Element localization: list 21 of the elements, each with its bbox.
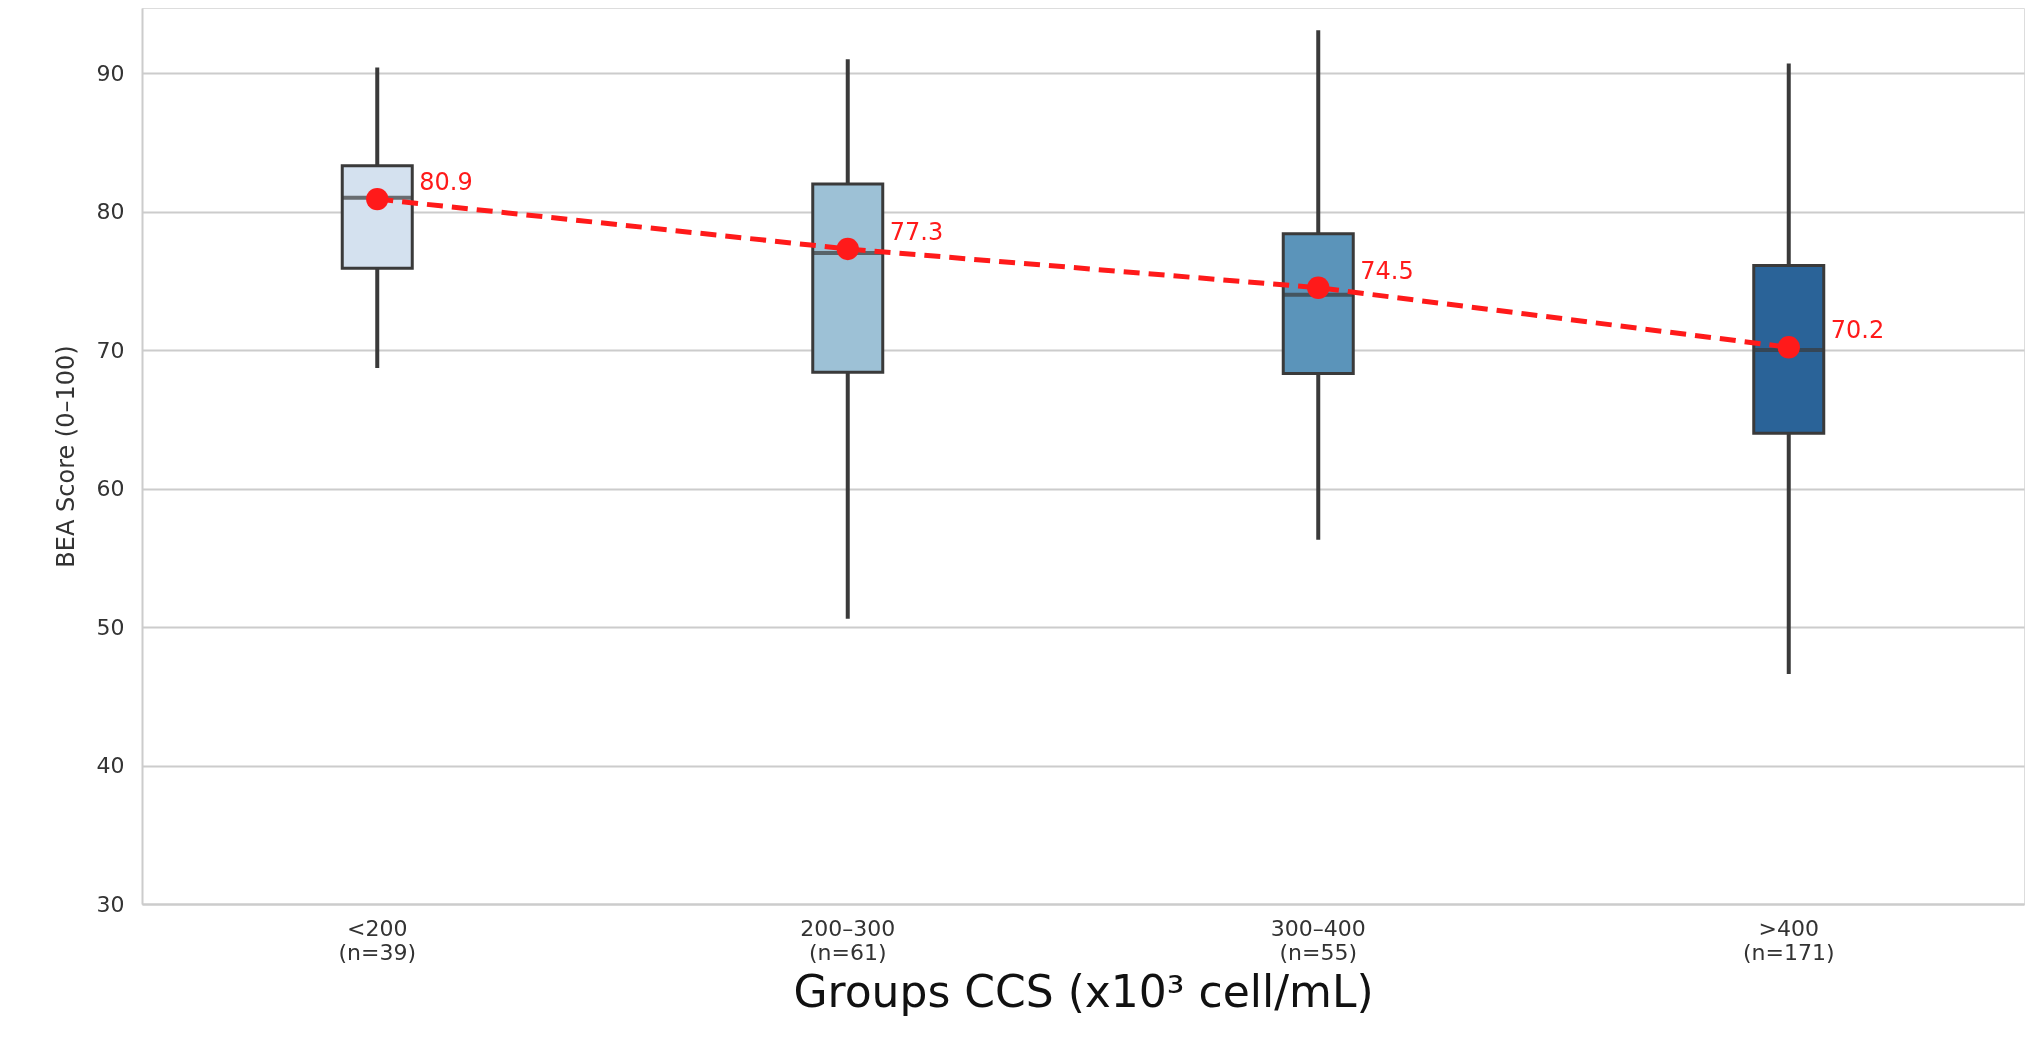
y-tick-label: 80 [96,199,125,225]
y-tick-label: 30 [96,891,125,917]
x-axis-title: Groups CCS (x10³ cell/mL) [793,965,1374,1017]
y-tick-label: 60 [96,476,125,502]
data-label: 80.9 [419,168,473,197]
y-tick-label: 90 [96,60,125,86]
data-label: 74.5 [1360,256,1414,285]
x-tick-label: <200 (n=39) [338,915,417,965]
x-tick-label: 200–300 (n=61) [800,915,896,965]
y-axis-title: BEA Score (0–100) [51,345,80,568]
point [836,237,859,261]
y-tick-label: 50 [96,614,125,640]
y-tick-label: 40 [96,753,125,779]
point [1777,336,1800,359]
y-tick-label: 70 [96,337,125,363]
point [1307,276,1330,299]
point [366,187,389,211]
data-label: 70.2 [1830,316,1885,345]
x-tick-label: 300–400 (n=55) [1270,915,1366,965]
x-tick-label: >400 (n=171) [1742,915,1835,965]
data-label: 77.3 [889,217,944,246]
